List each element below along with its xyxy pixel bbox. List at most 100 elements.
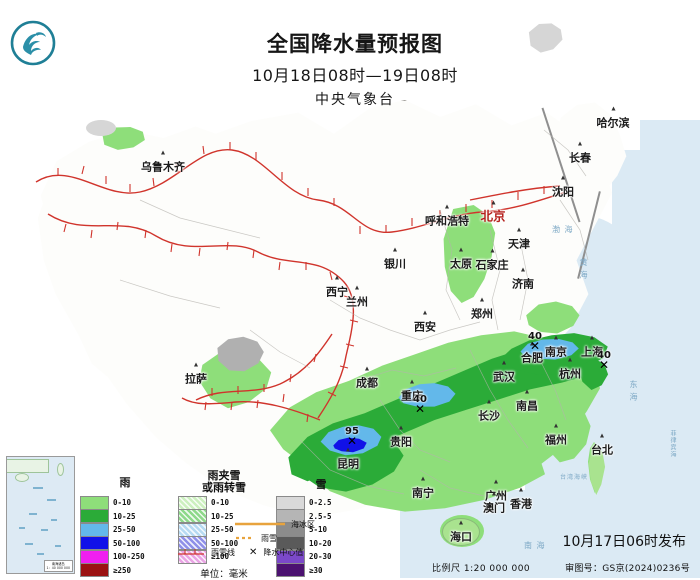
city-marker-icon [459,247,463,252]
sea-label-south-sea: 南 海 [524,541,546,550]
city-marker-icon [487,399,491,404]
city-label: 郑州 [471,297,493,322]
legend-extra-front: 雨雪线 ✕ 降水中心值 [177,546,415,558]
city-name: 台北 [591,443,613,457]
sea-label-east-sea: 东 海 [629,380,638,402]
city-marker-icon [502,360,506,365]
precip-center-value: 40 [597,350,611,361]
city-marker-icon [590,335,594,340]
legend-label: 50-100 [211,538,239,548]
legend-label: ≥100 [211,552,230,561]
city-label: 合肥 [521,341,543,366]
city-label: 南宁 [412,476,434,501]
cross-marker-icon: ✕ [414,402,426,416]
legend-row: ≥30 [276,563,366,577]
city-marker-icon [335,275,339,280]
legend-swatch [178,509,207,523]
city-marker-icon [530,341,534,346]
city-label: 西宁 [326,275,348,300]
city-name: 香港 [510,497,532,511]
cma-dragon-logo-icon [10,20,56,66]
city-label: 上海 [581,335,603,360]
legend-swatch [178,495,207,510]
city-name: 郑州 [471,307,493,321]
city-marker-icon [490,200,495,205]
city-name: 杭州 [559,367,581,381]
city-marker-icon [525,389,529,394]
legend-label: 10-25 [211,511,234,521]
legend-extras: 海冰区 雨雪 雨雪线 ✕ 降水中心值 [178,518,415,560]
city-label: 武汉 [493,360,515,385]
legend-swatch [276,495,305,510]
cross-marker-icon: ✕ [346,434,358,448]
city-marker-icon [554,335,558,340]
sea-label-bohai: 渤 海 [552,225,574,234]
legend-extra-center-label: 降水中心值 [263,547,304,557]
precip-zone-light-blue-anhui [520,338,579,360]
legend-extra-front-label: 雨雪线 [211,547,235,557]
city-marker-icon [600,433,604,438]
inset-island-group-3 [29,513,37,515]
city-name: 乌鲁木齐 [141,160,185,174]
precip-center-value: 95 [345,426,359,437]
legend-swatch [80,549,109,564]
map-scale: 比例尺 1:20 000 000 [432,564,531,574]
legend-column-sleet: 雨夹雪 或雨转雪 0-10 10-25 25-50 50-100 ≥100 单位：毫米 [178,470,270,580]
city-name: 西宁 [326,285,348,299]
legend-label: ≥250 [113,565,132,575]
inset-mainland-south [7,459,49,473]
cross-marker-icon: ✕ [249,546,258,558]
city-marker-icon [445,204,449,209]
city-label: 沈阳 [552,175,574,200]
city-marker-icon [480,297,484,302]
cross-marker-icon: ✕ [598,358,610,372]
dotted-line-icon [236,536,253,540]
legend-row: ≥250 [80,563,170,577]
city-label: 太原 [450,247,472,272]
city-label: 兰州 [346,285,368,310]
orange-line-icon [235,522,285,526]
city-name: 福州 [545,433,567,447]
japan-sea-water [640,120,700,240]
legend-label: 50-100 [113,538,141,548]
south-china-sea-inset-map: 南海诸岛 1：40 000 000 [6,456,75,574]
title-block: 全国降水量预报图 10月18日08时—19日08时 中央气象台 [175,28,535,109]
forecast-period: 10月18日08时—19日08时 [252,66,458,85]
release-time: 10月17日06时发布 [562,534,686,550]
city-label: 海口 [450,520,472,545]
legend-row: 0-10 [80,495,170,510]
legend-sleet-title-line1: 雨夹雪 [207,469,241,482]
legend-swatch [80,563,109,577]
legend-label: 5-10 [309,525,328,534]
city-label: 长春 [569,141,591,166]
legend-swatch [80,495,109,510]
city-name: 昆明 [337,457,359,471]
city-name: 兰州 [346,295,368,309]
city-name: 银川 [384,257,406,271]
legend-label: 100-250 [113,552,145,561]
city-name: 天津 [508,237,530,251]
city-label: 天津 [508,227,530,252]
city-label: 澳门 [483,491,505,516]
city-name: 石家庄 [475,258,509,272]
legend-swatch [178,536,207,550]
inset-scale-text: 南海诸岛 1：40 000 000 [46,562,70,570]
precip-center-value: 40 [413,394,427,405]
inset-island-group-6 [51,519,57,521]
city-name: 哈尔滨 [596,116,630,130]
legend-row: 0-2.5 [276,495,366,510]
city-label: 成都 [356,366,378,391]
inset-island-group-2 [47,499,56,501]
city-marker-icon [611,106,615,111]
city-marker-icon [578,141,582,146]
city-name: 南宁 [412,486,434,500]
precip-center-marker: 40 ✕ [597,350,611,372]
approval-number: 审图号：GS京(2024)0236号 [565,564,690,574]
city-name: 海口 [450,530,472,544]
city-name: 沈阳 [552,185,574,199]
city-marker-icon [194,362,198,367]
city-label: 长沙 [478,399,500,424]
legend-extra-sleet: 雨雪 [177,532,415,544]
city-label: 昆明 [337,447,359,472]
